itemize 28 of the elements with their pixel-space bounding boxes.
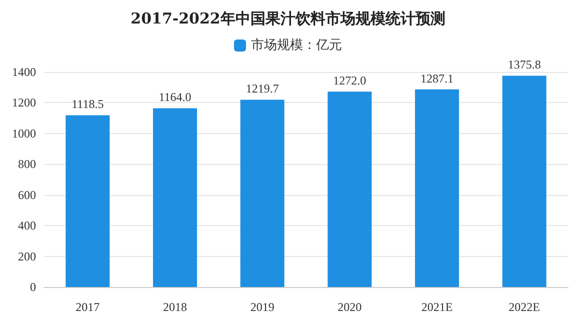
x-tick-label: 2021E	[421, 300, 453, 314]
bar	[502, 76, 546, 287]
bar	[240, 100, 284, 287]
y-tick-label: 400	[18, 218, 36, 233]
y-tick-label: 600	[18, 188, 36, 202]
y-tick-label: 200	[18, 249, 36, 264]
x-tick-label: 2019	[250, 300, 274, 314]
text: 1287.1	[420, 71, 454, 86]
text: 1164.0	[158, 90, 192, 104]
legend-label: 市场规模：亿元	[251, 38, 342, 53]
chart-title: 2017-2022年中国果汁饮料市场规模统计预测	[130, 10, 446, 28]
x-tick-label: 2022E	[508, 300, 540, 314]
x-tick-label: 2017	[76, 300, 100, 314]
text: 1118.5	[72, 97, 104, 112]
y-tick-label: 1000	[12, 126, 36, 140]
text: 1375.8	[508, 58, 541, 72]
text: 1219.7	[246, 82, 279, 96]
bar	[66, 115, 110, 287]
x-tick-label: 2020	[338, 300, 362, 314]
bar	[153, 108, 197, 287]
y-tick-label: 800	[18, 157, 36, 172]
x-tick-label: 2018	[163, 300, 187, 314]
y-tick-label: 0	[30, 280, 36, 294]
y-tick-label: 1200	[12, 96, 36, 110]
bar	[328, 92, 372, 287]
text: 1272.0	[333, 74, 366, 88]
y-tick-label: 1400	[12, 65, 36, 79]
bar	[415, 89, 459, 287]
